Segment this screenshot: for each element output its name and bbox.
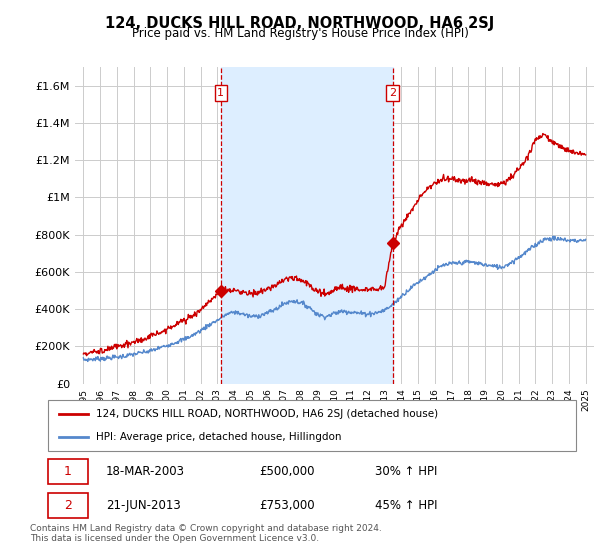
Text: Contains HM Land Registry data © Crown copyright and database right 2024.
This d: Contains HM Land Registry data © Crown c… [30, 524, 382, 543]
Text: 30% ↑ HPI: 30% ↑ HPI [376, 465, 438, 478]
Text: HPI: Average price, detached house, Hillingdon: HPI: Average price, detached house, Hill… [95, 432, 341, 442]
Bar [221, 67, 392, 384]
Text: £753,000: £753,000 [259, 499, 315, 512]
Text: £500,000: £500,000 [259, 465, 315, 478]
FancyBboxPatch shape [48, 493, 88, 517]
FancyBboxPatch shape [48, 459, 88, 484]
FancyBboxPatch shape [48, 400, 576, 451]
Text: 21-JUN-2013: 21-JUN-2013 [106, 499, 181, 512]
Text: 1: 1 [64, 465, 72, 478]
Text: 45% ↑ HPI: 45% ↑ HPI [376, 499, 438, 512]
Text: 124, DUCKS HILL ROAD, NORTHWOOD, HA6 2SJ (detached house): 124, DUCKS HILL ROAD, NORTHWOOD, HA6 2SJ… [95, 409, 437, 419]
Text: 18-MAR-2003: 18-MAR-2003 [106, 465, 185, 478]
Text: 2: 2 [64, 499, 72, 512]
Text: Price paid vs. HM Land Registry's House Price Index (HPI): Price paid vs. HM Land Registry's House … [131, 27, 469, 40]
Text: 1: 1 [217, 88, 224, 98]
Text: 124, DUCKS HILL ROAD, NORTHWOOD, HA6 2SJ: 124, DUCKS HILL ROAD, NORTHWOOD, HA6 2SJ [106, 16, 494, 31]
Text: 2: 2 [389, 88, 396, 98]
